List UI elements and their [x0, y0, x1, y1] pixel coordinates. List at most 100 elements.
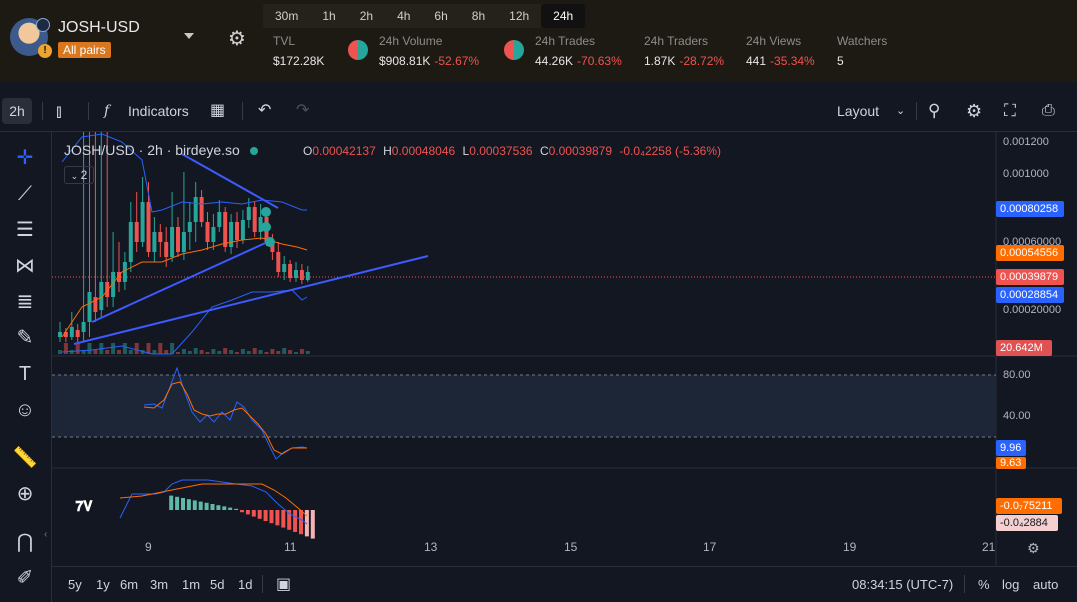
horizontal-lines-icon[interactable]: ☰ [16, 219, 34, 241]
tab-1h[interactable]: 1h [322, 9, 336, 23]
macd-histogram-bar [281, 510, 286, 528]
candle-type-icon[interactable]: ⫾ [56, 101, 62, 121]
volume-bar [305, 351, 310, 354]
all-pairs-badge[interactable]: All pairs [58, 42, 111, 58]
volume-bar [235, 352, 239, 354]
chart-canvas[interactable] [52, 132, 1077, 566]
axis-settings-icon[interactable]: ⚙ [1027, 540, 1040, 556]
trendline-support [73, 255, 429, 345]
tab-6h[interactable]: 6h [434, 9, 448, 23]
macd-histogram-bar [275, 510, 280, 526]
percent-toggle[interactable]: % [978, 577, 990, 592]
volume-bar [187, 351, 192, 354]
range-1d[interactable]: 1d [238, 577, 253, 592]
range-6m[interactable]: 6m [120, 577, 139, 592]
stat-trades: 24h Trades 44.26K -70.63% [535, 34, 622, 69]
stat-change: -52.67% [434, 54, 480, 68]
range-1m[interactable]: 1m [182, 577, 201, 592]
emoji-icon[interactable]: ☺ [14, 399, 36, 421]
volume-bar [276, 351, 281, 354]
tab-8h[interactable]: 8h [471, 9, 486, 23]
chevron-down-icon[interactable] [184, 33, 194, 39]
interval-button[interactable]: 2h [2, 98, 32, 124]
range-5y[interactable]: 5y [68, 577, 82, 592]
stat-value: 1.87K -28.72% [644, 54, 725, 68]
macd-signal-line [119, 483, 308, 517]
volume-bar [252, 348, 257, 354]
tab-2h[interactable]: 2h [359, 9, 374, 23]
candlesticks [58, 132, 310, 342]
magnet-icon[interactable]: ⋂ [16, 531, 34, 553]
tab-30m[interactable]: 30m [275, 9, 299, 23]
candle-body [252, 207, 257, 232]
stat-label: 24h Trades [535, 34, 596, 48]
candle-body [294, 270, 298, 278]
log-toggle[interactable]: log [1002, 577, 1020, 592]
ruler-icon[interactable]: 📏 [12, 447, 38, 469]
indicators-toggle[interactable]: ⌄ 2 [64, 166, 94, 184]
pattern-icon[interactable]: ⋈ [15, 255, 35, 277]
camera-icon[interactable]: ⎙ [1042, 102, 1055, 119]
volume-bar [181, 349, 186, 354]
brush-icon[interactable]: ✎ [16, 327, 34, 349]
auto-toggle[interactable]: auto [1033, 577, 1059, 592]
macd-histogram-bar [175, 496, 180, 510]
volume-bar [105, 350, 110, 354]
indicators-button[interactable]: Indicators [128, 103, 189, 119]
stat-value: $172.28K [273, 54, 325, 68]
macd-histogram-bar [310, 510, 315, 539]
collapse-toolbar-icon[interactable]: ‹ [44, 529, 48, 540]
candle-body [158, 232, 163, 242]
stat-label: 24h Views [746, 34, 802, 48]
volume-bar [217, 351, 222, 354]
token-avatar: ! [10, 18, 52, 58]
layout-button[interactable]: Layout [837, 103, 880, 119]
trendline-icon[interactable]: ⟋ [18, 183, 32, 205]
price-axis-label: 0.001000 [1003, 168, 1049, 180]
tab-24h[interactable]: 24h [541, 4, 586, 28]
rsi-axis-label: 80.00 [1003, 369, 1031, 381]
quick-search-icon[interactable]: ⚲ [928, 101, 941, 120]
fullscreen-icon[interactable]: ⛶ [1004, 101, 1016, 120]
warning-icon: ! [38, 44, 52, 58]
macd-histogram-bar [198, 501, 203, 510]
candle-body [122, 262, 127, 282]
volume-bar [69, 350, 74, 354]
function-icon[interactable]: 𝑓 [104, 103, 110, 119]
volume-bar [264, 352, 269, 354]
settings-icon[interactable]: ⚙ [966, 101, 983, 121]
text-icon[interactable]: T [18, 363, 32, 385]
volume-bar [128, 350, 133, 354]
crosshair-icon[interactable]: ✛ [16, 147, 34, 169]
macd-histogram-bar [245, 510, 250, 515]
pair-selector[interactable]: ! JOSH-USD All pairs [10, 18, 140, 59]
candle-body [69, 327, 74, 337]
tradingview-logo-icon[interactable]: 𝟕𝐕 [65, 493, 103, 519]
bollinger-upper [61, 133, 307, 213]
range-5d[interactable]: 5d [210, 577, 225, 592]
volume-bar [111, 343, 116, 354]
candle-body [58, 332, 62, 337]
time-axis-label: 21 [982, 540, 996, 554]
moving-average [61, 237, 308, 338]
fib-icon[interactable]: ≣ [16, 291, 34, 313]
gear-icon[interactable]: ⚙ [228, 28, 246, 50]
templates-icon[interactable]: ▦ [210, 102, 226, 119]
tab-4h[interactable]: 4h [397, 9, 411, 23]
undo-icon[interactable]: ↶ [258, 102, 272, 119]
tab-12h[interactable]: 12h [509, 9, 530, 23]
volume-bar [282, 348, 287, 354]
candle-body [117, 272, 121, 282]
zoom-in-icon[interactable]: ⊕ [16, 483, 34, 505]
volume-bar [122, 343, 127, 354]
goto-date-icon[interactable]: ▣ [276, 576, 292, 593]
range-1y[interactable]: 1y [96, 577, 110, 592]
redo-icon[interactable]: ↷ [296, 102, 310, 119]
chevron-down-icon[interactable]: ⌄ [896, 105, 906, 117]
candle-body [235, 222, 239, 240]
range-3m[interactable]: 3m [150, 577, 169, 592]
macd-histogram-bar [186, 499, 191, 510]
clock[interactable]: 08:34:15 (UTC-7) [852, 577, 954, 592]
symbol-legend[interactable]: JOSH/USD · 2h · birdeye.so [64, 142, 258, 158]
lock-drawing-icon[interactable]: ✐ [16, 567, 34, 589]
